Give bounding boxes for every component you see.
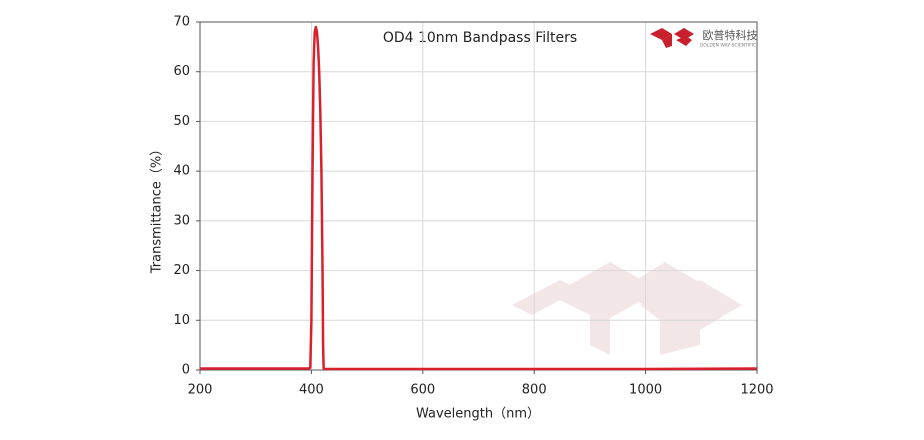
x-tick-label: 1200 bbox=[740, 383, 773, 398]
series-line bbox=[200, 25, 758, 371]
x-tick-label: 800 bbox=[522, 383, 547, 398]
x-tick-label: 200 bbox=[188, 383, 213, 398]
y-tick-label: 10 bbox=[173, 313, 190, 328]
x-tick-label: 600 bbox=[410, 383, 435, 398]
y-axis-label: Transmittance（%） bbox=[150, 143, 165, 275]
y-tick-label: 70 bbox=[173, 15, 190, 30]
y-tick-label: 40 bbox=[173, 164, 190, 179]
x-tick-label: 1000 bbox=[629, 383, 662, 398]
y-tick-label: 60 bbox=[173, 64, 190, 79]
y-tick-label: 20 bbox=[173, 263, 190, 278]
y-tick-label: 50 bbox=[173, 114, 190, 129]
logo-icon bbox=[650, 28, 694, 48]
y-tick-label: 0 bbox=[182, 363, 190, 378]
logo-tagline: GOLDEN WAY SCIENTIFIC bbox=[700, 43, 756, 49]
y-tick-label: 30 bbox=[173, 213, 190, 228]
logo-name: 欧普特科技 bbox=[703, 28, 758, 42]
x-tick-label: 400 bbox=[299, 383, 324, 398]
x-axis-label: Wavelength（nm） bbox=[416, 407, 540, 422]
watermark bbox=[512, 262, 742, 355]
chart-title: OD4 10nm Bandpass Filters bbox=[383, 30, 577, 46]
